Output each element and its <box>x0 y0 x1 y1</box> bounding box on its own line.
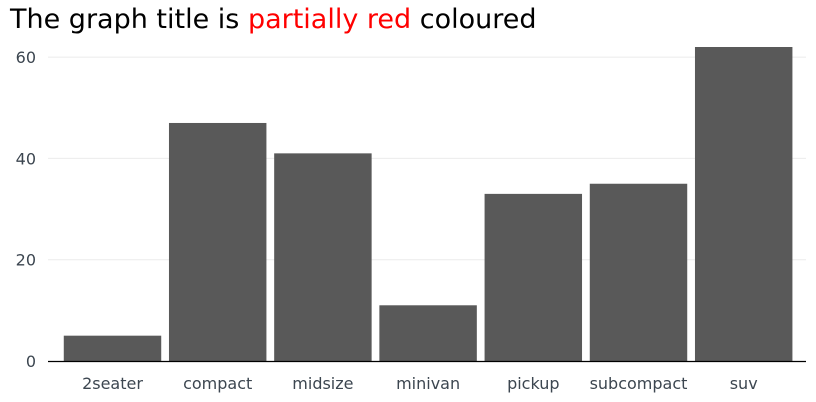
title-suffix: coloured <box>411 4 537 35</box>
y-tick-label-0: 0 <box>26 352 36 371</box>
grid-lines <box>48 56 806 261</box>
bar-pickup <box>484 193 583 361</box>
x-tick-label-compact: compact <box>183 374 252 393</box>
x-tick-label-pickup: pickup <box>507 374 559 393</box>
x-tick-label-midsize: midsize <box>292 374 353 393</box>
bar-subcompact <box>589 183 688 361</box>
bar-compact <box>168 122 267 361</box>
title-prefix: The graph title is <box>10 4 248 35</box>
y-tick-label-60: 60 <box>16 48 36 67</box>
title-highlight: partially red <box>247 4 412 35</box>
x-tick-label-subcompact: subcompact <box>590 374 688 393</box>
bar-suv <box>694 47 793 361</box>
bar-2seater <box>63 335 162 361</box>
tick-labels: 0 20 40 60 2seater compact midsize minivan picku… <box>16 48 758 393</box>
bars <box>63 47 793 361</box>
y-tick-label-40: 40 <box>16 149 36 168</box>
x-tick-label-2seater: 2seater <box>82 374 143 393</box>
bar-midsize <box>274 153 372 361</box>
chart-title: The graph title is partially red coloure… <box>10 4 537 35</box>
x-tick-label-minivan: minivan <box>396 374 460 393</box>
bar-minivan <box>379 305 477 361</box>
x-tick-label-suv: suv <box>730 374 758 393</box>
y-tick-label-20: 20 <box>16 251 36 270</box>
